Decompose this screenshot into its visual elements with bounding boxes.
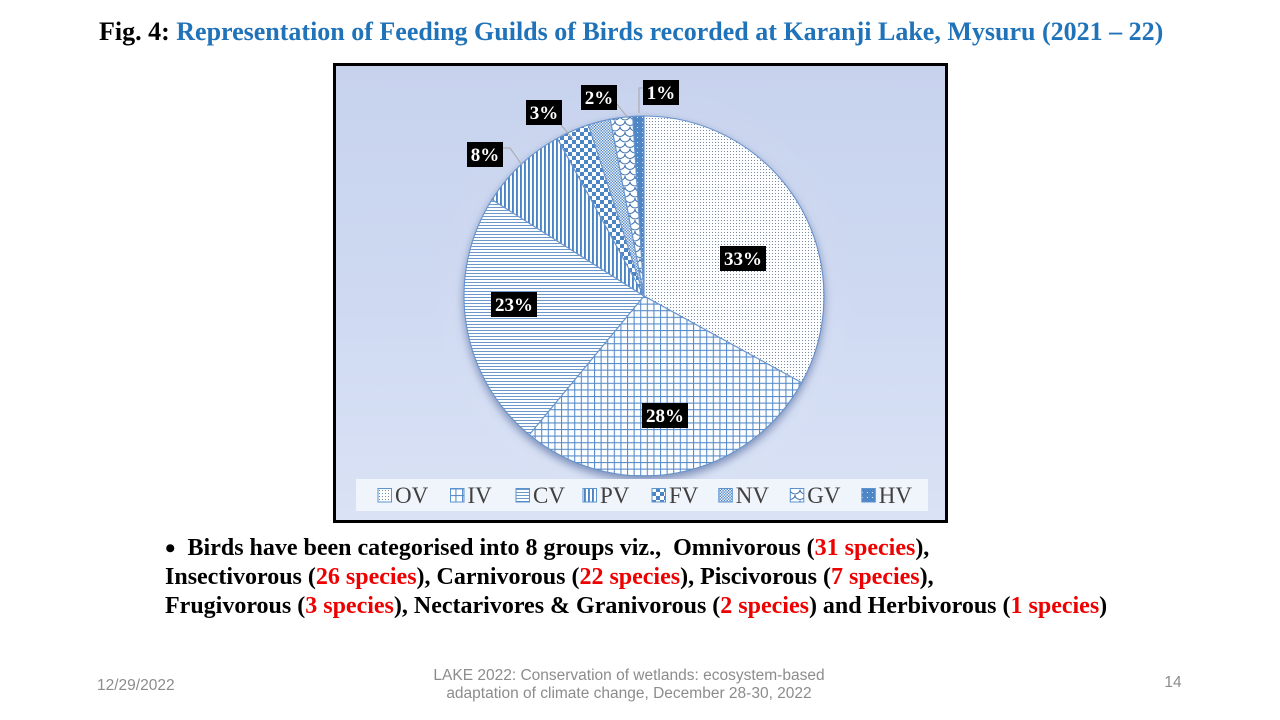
svg-text:NV: NV (736, 483, 770, 508)
svg-text:3%: 3% (530, 103, 559, 124)
svg-text:GV: GV (807, 483, 841, 508)
svg-text:OV: OV (395, 483, 429, 508)
svg-text:FV: FV (669, 483, 699, 508)
svg-text:23%: 23% (495, 295, 533, 316)
svg-text:28%: 28% (646, 406, 684, 427)
svg-text:8%: 8% (471, 145, 500, 166)
svg-text:IV: IV (468, 483, 493, 508)
svg-text:1%: 1% (647, 83, 676, 104)
svg-text:CV: CV (533, 483, 565, 508)
svg-text:2%: 2% (585, 88, 614, 109)
svg-text:33%: 33% (724, 249, 762, 270)
svg-text:HV: HV (879, 483, 913, 508)
svg-text:PV: PV (600, 483, 630, 508)
